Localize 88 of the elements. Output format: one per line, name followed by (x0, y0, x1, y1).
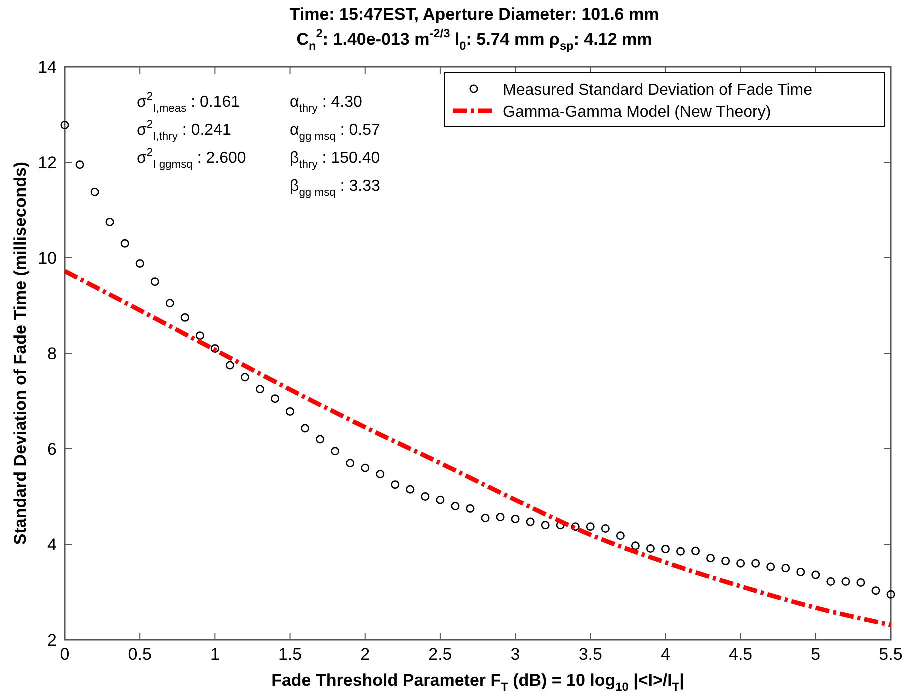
point (646, 544, 655, 554)
point (256, 385, 264, 394)
point (180, 313, 190, 322)
point (842, 577, 850, 586)
line-series (62, 269, 894, 628)
annotation: α$_{thry}$ : 4.30 (290, 94, 362, 115)
point (676, 547, 685, 556)
point (406, 485, 415, 494)
point (240, 373, 250, 382)
point (376, 470, 385, 479)
point (812, 570, 820, 580)
point (722, 556, 730, 566)
y-tick-label: 4 (48, 536, 57, 554)
x-tick-label: 3 (510, 645, 520, 664)
x-tick-label: 5 (811, 645, 821, 664)
point (331, 447, 340, 456)
point (496, 513, 505, 522)
x-tick-label: 4.5 (729, 645, 753, 664)
point (361, 464, 370, 472)
x-tick-label: 1 (210, 645, 220, 664)
point (60, 121, 70, 130)
x-tick-label: 2.5 (428, 645, 452, 664)
point (76, 160, 84, 170)
point (391, 480, 400, 490)
point (661, 545, 670, 554)
point (856, 578, 866, 587)
point (466, 504, 475, 513)
point (106, 218, 114, 226)
point (346, 459, 355, 468)
point (421, 492, 430, 501)
x-axis-title: Fade Threshold Parameter F$_{T}$ (dB) = 10 log$_{10}$ |<I>/I$_{T}$| (272, 671, 684, 694)
point (631, 542, 640, 550)
point (752, 559, 760, 568)
y-axis-title: Standard Deviation of Fade Time (milliseconds) (11, 162, 30, 546)
x-tick-label: 3.5 (578, 645, 602, 664)
point (210, 344, 220, 353)
point (571, 522, 580, 532)
point (316, 435, 325, 444)
legend-label: Gamma-Gamma Model (New Theory) (503, 104, 772, 121)
point (90, 188, 100, 196)
y-tick-label: 2 (48, 631, 57, 650)
point (692, 546, 700, 556)
point (286, 408, 295, 416)
x-tick-label: 4 (660, 645, 670, 664)
y-tick-label: 8 (48, 344, 57, 364)
y-tick-label: 14 (38, 58, 57, 77)
annotation: σ$^{2}$$_{I ggmsq}$ : 2.600 (137, 146, 246, 171)
y-tick-label: 12 (38, 154, 57, 172)
point (226, 361, 234, 370)
point (736, 559, 746, 568)
point (120, 239, 130, 248)
point (511, 514, 520, 524)
x-tick-label: 5.5 (879, 645, 903, 664)
point (886, 590, 896, 599)
point (616, 532, 625, 540)
point (150, 278, 160, 286)
point (601, 524, 610, 533)
y-tick-label: 10 (38, 249, 57, 268)
annotation: β$_{gg msq}$ : 3.33 (290, 178, 380, 199)
point (766, 562, 776, 572)
point (451, 502, 460, 511)
point (271, 394, 280, 404)
y-tick-label: 6 (48, 440, 57, 459)
legend-label: Measured Standard Deviation of Fade Time (503, 82, 813, 99)
annotation: β$_{thry}$ : 150.40 (290, 150, 380, 171)
x-tick-label: 0.5 (128, 645, 152, 664)
point (872, 586, 880, 596)
point (481, 514, 490, 522)
x-tick-label: 1.5 (278, 645, 302, 664)
text: C$_{n}$$^{2}$: 1.40e-013 m$^{-2/3}$ l$_{0}$: 5.74 mm ρ$_{sp}$: 4.12 mm (296, 26, 652, 54)
point (541, 521, 550, 530)
point (196, 332, 204, 340)
annotation: σ$^{2}$$_{I,thry}$ : 0.241 (137, 118, 232, 143)
point (526, 518, 535, 526)
point (301, 424, 310, 433)
point (782, 564, 790, 573)
point (136, 259, 144, 268)
annotation: σ$^{2}$$_{I,meas}$ : 0.161 (137, 90, 240, 115)
point (826, 577, 836, 586)
point (796, 568, 806, 576)
point (436, 496, 445, 504)
x-tick-label: 2 (360, 645, 370, 664)
point (166, 299, 174, 308)
x-tick-label: 0 (60, 645, 70, 664)
point (586, 522, 595, 532)
chart-title: Time: 15:47EST, Aperture Diameter: 101.6 mm (290, 5, 660, 24)
annotation: α$_{gg msq}$ : 0.57 (290, 122, 381, 143)
point (706, 554, 716, 563)
